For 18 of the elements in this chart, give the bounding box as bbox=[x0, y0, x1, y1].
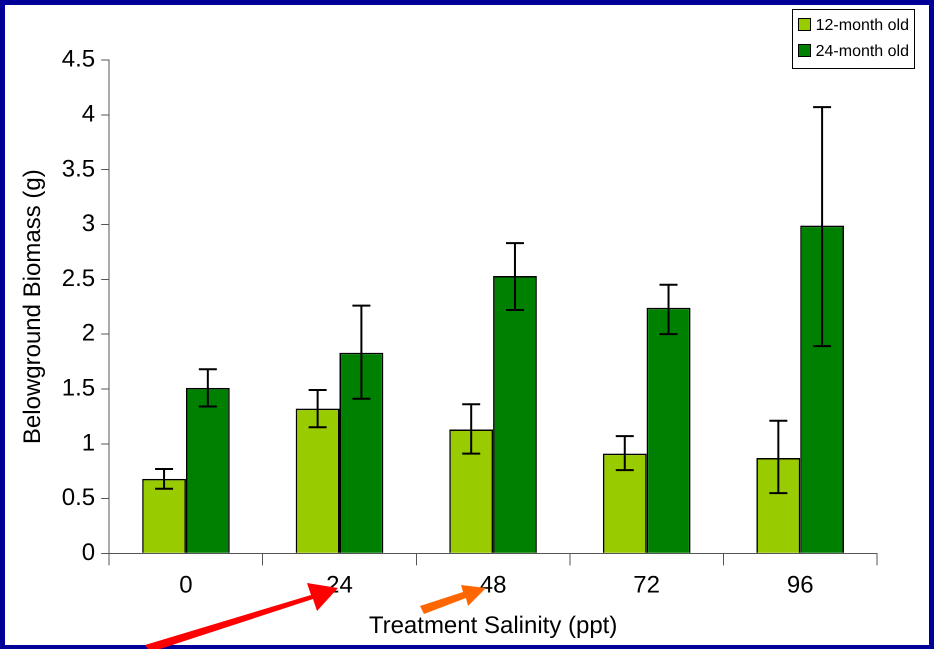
y-tick-label: 0.5 bbox=[62, 484, 96, 512]
y-tick-label: 4 bbox=[82, 100, 96, 128]
y-tick-label: 2.5 bbox=[62, 264, 96, 292]
y-tick-label: 1 bbox=[82, 429, 96, 456]
y-tick-label: 0 bbox=[82, 539, 96, 566]
y-tick-label: 2 bbox=[82, 320, 96, 347]
x-tick-label: 96 bbox=[786, 571, 814, 598]
legend-label: 12-month old bbox=[816, 17, 909, 34]
y-tick-label: 1.5 bbox=[62, 374, 96, 402]
x-tick-label: 72 bbox=[633, 571, 660, 598]
y-tick-label: 3.5 bbox=[62, 155, 96, 182]
x-tick-label: 0 bbox=[179, 571, 193, 598]
y-axis-title: Belowground Biomass (g) bbox=[19, 169, 46, 444]
y-tick-label: 3 bbox=[82, 210, 96, 238]
legend-label: 24-month old bbox=[816, 43, 909, 60]
y-tick-label: 4.5 bbox=[62, 46, 96, 73]
x-axis-title: Treatment Salinity (ppt) bbox=[368, 612, 618, 640]
x-tick-label: 48 bbox=[480, 571, 506, 598]
